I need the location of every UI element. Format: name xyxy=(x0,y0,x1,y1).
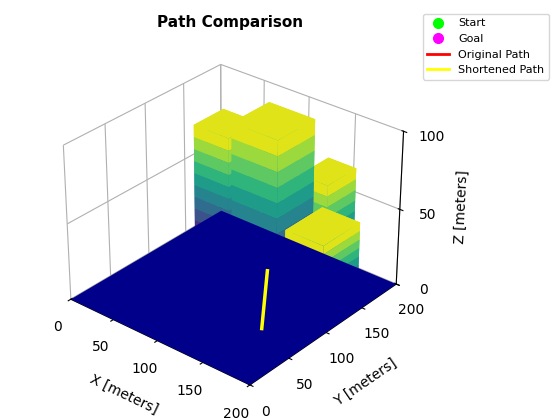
Y-axis label: Y [meters]: Y [meters] xyxy=(332,356,399,408)
Title: Path Comparison: Path Comparison xyxy=(157,15,302,30)
Legend: Start, Goal, Original Path, Shortened Path: Start, Goal, Original Path, Shortened Pa… xyxy=(423,14,549,79)
X-axis label: X [meters]: X [meters] xyxy=(88,372,160,417)
